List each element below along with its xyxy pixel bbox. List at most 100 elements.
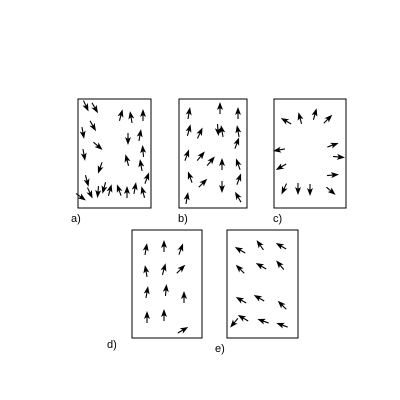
panel-b-arrow-20 bbox=[183, 192, 190, 205]
panel-e-label: e) bbox=[215, 343, 225, 355]
panel-c-arrow-11 bbox=[281, 183, 288, 195]
panel-a-arrow-19 bbox=[138, 159, 145, 172]
panel-e-arrow-13 bbox=[230, 318, 239, 328]
panel-b-frame bbox=[178, 98, 248, 209]
panel-d-arrow-10 bbox=[144, 311, 150, 323]
panel-e-arrows bbox=[230, 240, 288, 329]
panel-d-arrow-9 bbox=[181, 291, 187, 303]
panel-c-arrow-4 bbox=[323, 114, 333, 124]
panel-a: a) bbox=[71, 98, 152, 225]
panel-c-arrow-9 bbox=[307, 184, 313, 196]
panel-b-arrow-18 bbox=[198, 178, 208, 188]
panel-d-arrow-11 bbox=[161, 309, 167, 321]
panel-b-label: b) bbox=[178, 213, 188, 225]
panel-a-arrow-26 bbox=[124, 154, 131, 166]
panel-a-arrow-12 bbox=[101, 182, 108, 194]
panel-b-arrow-5 bbox=[219, 125, 226, 138]
panel-a-arrow-5 bbox=[93, 141, 103, 150]
panel-a-arrow-25 bbox=[125, 133, 131, 145]
panel-d-arrows bbox=[142, 240, 189, 334]
panel-c-arrow-13 bbox=[275, 163, 287, 170]
panel-a-arrow-10 bbox=[75, 193, 86, 201]
panel-a-arrow-7 bbox=[97, 162, 104, 174]
panel-c-arrow-10 bbox=[295, 183, 301, 195]
panel-b-arrow-9 bbox=[233, 137, 240, 149]
panel-e-arrow-4 bbox=[235, 264, 245, 274]
panel-d-arrow-5 bbox=[160, 263, 167, 275]
panel-e-arrow-5 bbox=[255, 263, 267, 270]
panel-a-arrow-24 bbox=[117, 109, 124, 121]
panel-a-arrow-23 bbox=[128, 111, 135, 124]
panel-b-arrow-7 bbox=[235, 107, 241, 119]
panel-c-arrow-12 bbox=[273, 146, 286, 153]
panel-b: b) bbox=[178, 98, 248, 225]
panel-b-arrow-15 bbox=[235, 173, 242, 185]
panel-a-arrows bbox=[75, 100, 150, 201]
panel-d-label: d) bbox=[107, 339, 117, 351]
panel-d-arrow-4 bbox=[143, 265, 150, 278]
panel-c: c) bbox=[273, 98, 347, 225]
panel-b-arrow-11 bbox=[196, 151, 205, 161]
panel-e-arrow-11 bbox=[257, 318, 269, 325]
panel-e-arrow-10 bbox=[237, 315, 249, 322]
panel-c-arrow-7 bbox=[326, 172, 339, 179]
panel-c-arrow-6 bbox=[332, 153, 345, 160]
panel-b-arrow-4 bbox=[214, 123, 221, 136]
panel-a-arrow-14 bbox=[116, 184, 123, 196]
panel-a-arrow-13 bbox=[106, 184, 113, 196]
panel-b-arrow-17 bbox=[187, 171, 194, 183]
panel-e-arrow-1 bbox=[234, 247, 246, 254]
panel-a-label: a) bbox=[71, 213, 81, 225]
panel-c-frame bbox=[273, 98, 347, 209]
panel-e-arrow-12 bbox=[276, 322, 288, 329]
panel-c-label: c) bbox=[273, 213, 282, 225]
panel-d-arrow-1 bbox=[142, 243, 149, 256]
panel-b-arrow-8 bbox=[235, 125, 242, 138]
panel-a-arrow-8 bbox=[83, 175, 90, 187]
panel-a-arrow-21 bbox=[136, 129, 143, 142]
panel-a-frame bbox=[77, 98, 152, 209]
panel-a-arrow-11 bbox=[95, 185, 102, 198]
panel-c-arrow-2 bbox=[297, 112, 304, 124]
panel-d-arrow-2 bbox=[161, 240, 167, 252]
panel-b-arrow-16 bbox=[235, 191, 242, 203]
panel-d-arrow-6 bbox=[176, 264, 186, 274]
panel-e-frame bbox=[226, 229, 299, 339]
panel-b-arrow-2 bbox=[185, 124, 192, 136]
panel-c-arrow-3 bbox=[311, 108, 318, 120]
panel-c-arrow-1 bbox=[280, 118, 292, 125]
panel-d-frame bbox=[131, 229, 203, 339]
panel-a-arrow-9 bbox=[86, 187, 93, 199]
panel-a-arrow-22 bbox=[140, 109, 146, 121]
panel-a-arrow-6 bbox=[80, 148, 87, 161]
panel-a-arrow-16 bbox=[131, 182, 138, 195]
panel-d-arrow-8 bbox=[162, 284, 169, 297]
panel-e-arrow-8 bbox=[253, 295, 265, 302]
panel-b-arrow-1 bbox=[185, 107, 192, 120]
panel-c-arrows bbox=[273, 108, 345, 196]
panel-a-arrow-1 bbox=[82, 100, 89, 112]
panel-e-arrow-6 bbox=[276, 260, 285, 270]
panel-a-arrow-18 bbox=[143, 172, 150, 184]
panel-a-arrow-2 bbox=[91, 102, 98, 114]
panel-d-arrow-7 bbox=[143, 286, 150, 299]
panel-d-arrow-12 bbox=[177, 327, 189, 334]
panel-c-arrow-5 bbox=[327, 142, 339, 149]
panel-a-arrow-15 bbox=[124, 186, 130, 198]
panel-e-arrow-9 bbox=[277, 300, 287, 310]
panel-b-arrow-10 bbox=[183, 149, 190, 161]
panel-a-arrow-3 bbox=[89, 120, 96, 132]
panel-e-arrow-7 bbox=[235, 297, 247, 304]
panel-b-arrow-19 bbox=[219, 181, 225, 193]
panel-e-arrow-3 bbox=[275, 243, 287, 250]
panel-a-arrow-17 bbox=[140, 186, 147, 198]
panel-b-arrow-6 bbox=[217, 102, 223, 114]
panel-b-arrow-12 bbox=[206, 156, 215, 166]
panel-e: e) bbox=[215, 229, 299, 355]
panel-a-arrow-4 bbox=[79, 126, 86, 139]
panel-b-arrow-14 bbox=[235, 158, 242, 170]
panel-b-arrows bbox=[183, 102, 242, 205]
panel-b-arrow-13 bbox=[219, 158, 225, 170]
panel-b-arrow-3 bbox=[196, 127, 203, 139]
